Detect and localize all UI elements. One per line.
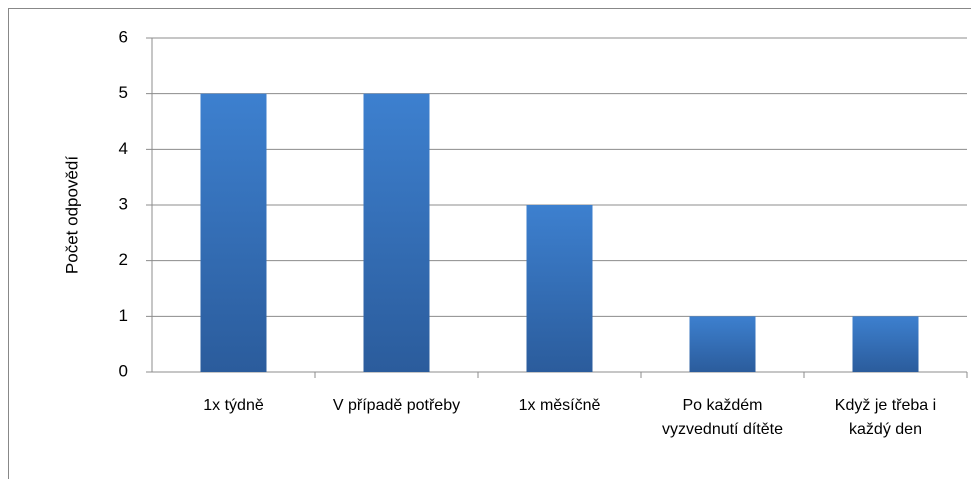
y-tick-label: 4 <box>119 139 128 158</box>
bar <box>689 316 756 372</box>
y-axis-label: Počet odpovědí <box>62 156 81 274</box>
y-tick-label: 1 <box>119 306 128 325</box>
y-tick-label: 0 <box>119 361 128 380</box>
x-tick-label: Po každém vyzvednutí dítěte <box>662 397 783 438</box>
y-tick-label: 6 <box>119 27 128 46</box>
bar <box>200 93 267 373</box>
bar <box>526 205 593 372</box>
bar <box>363 93 430 373</box>
y-tick-label: 3 <box>119 194 128 213</box>
y-tick-label: 2 <box>119 250 128 269</box>
x-tick-label: 1x měsíčně <box>518 397 601 414</box>
chart-frame <box>8 8 971 479</box>
y-tick-label: 5 <box>119 83 128 102</box>
x-tick-label: 1x týdně <box>203 397 264 414</box>
bar <box>852 316 919 372</box>
x-tick-label: V případě potřeby <box>332 397 461 414</box>
x-tick-label: Když je třeba i každý den <box>834 397 937 438</box>
